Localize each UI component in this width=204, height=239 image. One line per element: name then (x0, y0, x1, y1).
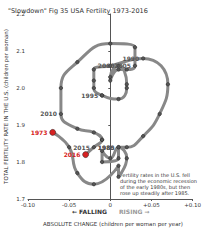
svg-text:← FALLING: ← FALLING (72, 208, 107, 215)
svg-text:-0.10: -0.10 (21, 202, 36, 208)
svg-text:1990: 1990 (122, 55, 139, 62)
svg-text:2010: 2010 (40, 110, 57, 117)
svg-text:2016: 2016 (64, 151, 81, 158)
svg-text:1973: 1973 (31, 129, 48, 136)
svg-text:TOTAL FERTILITY RATE IN THE U.: TOTAL FERTILITY RATE IN THE U.S. (childr… (3, 29, 10, 185)
svg-text:1985: 1985 (98, 144, 115, 151)
svg-text:RISING →: RISING → (119, 208, 149, 215)
svg-text:1995: 1995 (81, 92, 98, 99)
svg-text:-0.05: -0.05 (62, 202, 77, 208)
svg-text:during the economic recession: during the economic recession (120, 178, 197, 184)
svg-text:1980: 1980 (98, 144, 115, 151)
svg-text:0: 0 (109, 202, 113, 208)
svg-text:2.0: 2.0 (16, 85, 25, 91)
svg-text:1.7: 1.7 (16, 196, 25, 202)
svg-text:+0.10: +0.10 (184, 202, 201, 208)
svg-text:1.8: 1.8 (16, 159, 25, 165)
svg-text:+0.05: +0.05 (143, 202, 160, 208)
svg-text:2000: 2000 (98, 62, 115, 69)
svg-text:2005: 2005 (114, 62, 131, 69)
svg-text:2015: 2015 (73, 144, 90, 151)
svg-text:of the early 1980s, but then: of the early 1980s, but then (120, 184, 191, 190)
svg-text:1.9: 1.9 (16, 122, 25, 128)
svg-text:2.1: 2.1 (16, 48, 25, 54)
svg-text:ABSOLUTE CHANGE (children per: ABSOLUTE CHANGE (children per woman per … (43, 221, 183, 228)
svg-text:"Slowdown" Fig 35 USA Fertilit: "Slowdown" Fig 35 USA Fertility 1973-201… (8, 7, 148, 15)
svg-text:rose up steadily after 1985.: rose up steadily after 1985. (120, 190, 190, 197)
svg-text:Fertility rates in the U.S. fe: Fertility rates in the U.S. fell (120, 172, 190, 178)
